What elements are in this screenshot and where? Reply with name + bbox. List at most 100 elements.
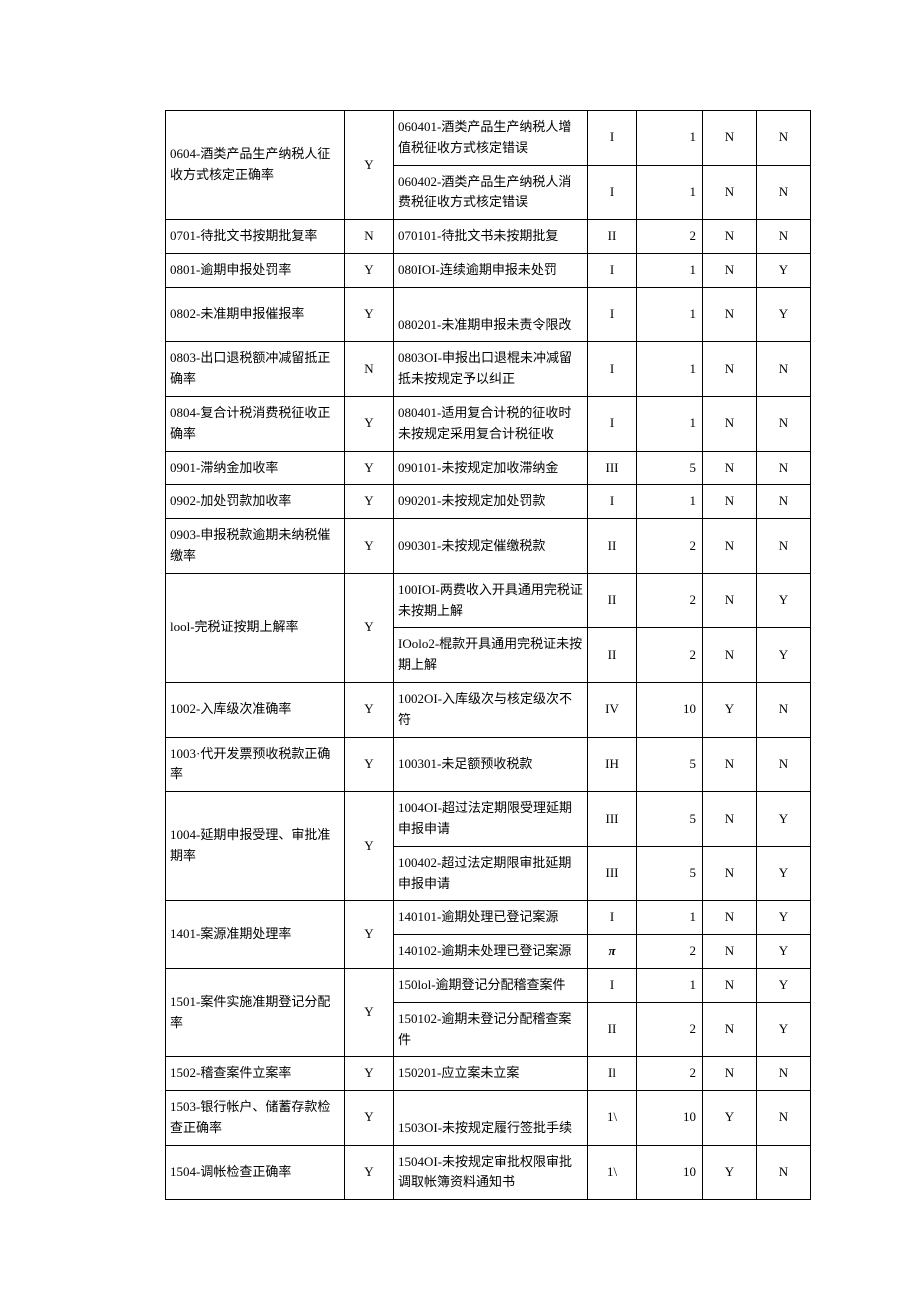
flag-col-1: Y [345,111,394,220]
flag-col-2: N [703,846,757,901]
flag-col-2: N [703,573,757,628]
flag-col-2: N [703,968,757,1002]
score-col: 1 [637,901,703,935]
indicator-name: 0903-申报税款逾期未纳税催缴率 [166,519,345,574]
flag-col-3: N [757,451,811,485]
table-row: 0903-申报税款逾期未纳税催缴率Y090301-未按规定催缴税款II2NN [166,519,811,574]
score-col: 10 [637,682,703,737]
score-col: 10 [637,1145,703,1200]
sub-indicator-name: 140102-逾期未处理已登记案源 [394,935,588,969]
indicator-name: 1502-稽查案件立案率 [166,1057,345,1091]
level-col: II [588,628,637,683]
level-col: Il [588,1057,637,1091]
table-row: 0801-逾期申报处罚率Y080IOI-连续逾期申报未处罚I1NY [166,253,811,287]
table-row: 1504-调帐检查正确率Y1504OI-未按规定审批权限审批调取帐簿资料通知书1… [166,1145,811,1200]
flag-col-1: N [345,342,394,397]
sub-indicator-name: 1504OI-未按规定审批权限审批调取帐簿资料通知书 [394,1145,588,1200]
indicator-name: 0604-酒类产品生产纳税人征收方式核定正确率 [166,111,345,220]
flag-col-2: Y [703,1091,757,1146]
flag-col-2: N [703,111,757,166]
level-col: I [588,968,637,1002]
flag-col-2: N [703,1002,757,1057]
level-col: II [588,1002,637,1057]
flag-col-2: N [703,519,757,574]
flag-col-1: Y [345,901,394,969]
level-col: I [588,111,637,166]
flag-col-3: Y [757,792,811,847]
sub-indicator-name: 080201-未准期申报未责令限改 [394,287,588,342]
flag-col-3: Y [757,846,811,901]
indicator-name: 1401-案源准期处理率 [166,901,345,969]
score-col: 5 [637,792,703,847]
sub-indicator-name: 100402-超过法定期限审批延期申报申请 [394,846,588,901]
score-col: 5 [637,737,703,792]
level-col: I [588,253,637,287]
table-row: 0802-未准期申报催报率Y 080201-未准期申报未责令限改I1NY [166,287,811,342]
level-col: 1\ [588,1145,637,1200]
level-col: III [588,792,637,847]
sub-indicator-name: 150102-逾期未登记分配稽查案件 [394,1002,588,1057]
flag-col-3: N [757,111,811,166]
table-row: 1503-银行帐户、储蓄存款检查正确率Y 1503OI-未按规定履行签批手续1\… [166,1091,811,1146]
sub-indicator-name: 0803OI-申报出口退棍未冲减留抵未按规定予以纠正 [394,342,588,397]
indicator-name: 0902-加处罚款加收率 [166,485,345,519]
indicator-name: 0804-复合计税消费税征收正确率 [166,396,345,451]
sub-indicator-name: 1004OI-超过法定期限受理延期申报申请 [394,792,588,847]
flag-col-3: N [757,396,811,451]
flag-col-3: N [757,1057,811,1091]
level-col: III [588,846,637,901]
flag-col-3: N [757,1091,811,1146]
sub-indicator-name: 150lol-逾期登记分配稽查案件 [394,968,588,1002]
table-row: lool-完税证按期上解率Y100IOI-两费收入开具通用完税证未按期上解II2… [166,573,811,628]
sub-indicator-name: 100IOI-两费收入开具通用完税证未按期上解 [394,573,588,628]
indicator-name: 1003·代开发票预收税款正确率 [166,737,345,792]
score-col: 1 [637,396,703,451]
indicator-name: 0701-待批文书按期批复率 [166,220,345,254]
sub-indicator-name: 060402-酒类产品生产纳税人消费税征收方式核定错误 [394,165,588,220]
table-row: 0701-待批文书按期批复率N070101-待批文书未按期批复II2NN [166,220,811,254]
indicator-name: 0802-未准期申报催报率 [166,287,345,342]
flag-col-3: N [757,165,811,220]
flag-col-1: Y [345,737,394,792]
level-col: I [588,901,637,935]
flag-col-1: Y [345,682,394,737]
flag-col-2: N [703,485,757,519]
indicator-name: 1004-延期申报受理、审批准期率 [166,792,345,901]
score-col: 2 [637,573,703,628]
flag-col-3: Y [757,968,811,1002]
level-col: II [588,220,637,254]
level-col: I [588,485,637,519]
flag-col-3: N [757,737,811,792]
flag-col-3: Y [757,287,811,342]
level-col: III [588,451,637,485]
flag-col-2: N [703,1057,757,1091]
flag-col-3: Y [757,573,811,628]
flag-col-1: Y [345,1091,394,1146]
flag-col-2: N [703,220,757,254]
table-row: 1002-入库级次准确率Y1002OI-入库级次与核定级次不符IV10YN [166,682,811,737]
level-col: IH [588,737,637,792]
flag-col-2: N [703,396,757,451]
level-col: I [588,165,637,220]
flag-col-3: Y [757,901,811,935]
flag-col-1: Y [345,519,394,574]
indicator-name: 0803-出口退税额冲减留抵正确率 [166,342,345,397]
flag-col-2: N [703,342,757,397]
flag-col-1: Y [345,485,394,519]
sub-indicator-name: 100301-未足额预收税款 [394,737,588,792]
score-col: 1 [637,287,703,342]
flag-col-1: Y [345,1057,394,1091]
score-col: 1 [637,968,703,1002]
sub-indicator-name: 090201-未按规定加处罚款 [394,485,588,519]
flag-col-1: Y [345,968,394,1056]
flag-col-1: Y [345,287,394,342]
table-row: 1003·代开发票预收税款正确率Y100301-未足额预收税款IH5NN [166,737,811,792]
table-row: 1501-案件实施准期登记分配率Y150lol-逾期登记分配稽查案件I1NY [166,968,811,1002]
indicator-name: 1501-案件实施准期登记分配率 [166,968,345,1056]
flag-col-2: N [703,628,757,683]
flag-col-3: N [757,682,811,737]
flag-col-3: Y [757,628,811,683]
indicator-name: 1503-银行帐户、储蓄存款检查正确率 [166,1091,345,1146]
flag-col-1: Y [345,1145,394,1200]
score-col: 1 [637,253,703,287]
